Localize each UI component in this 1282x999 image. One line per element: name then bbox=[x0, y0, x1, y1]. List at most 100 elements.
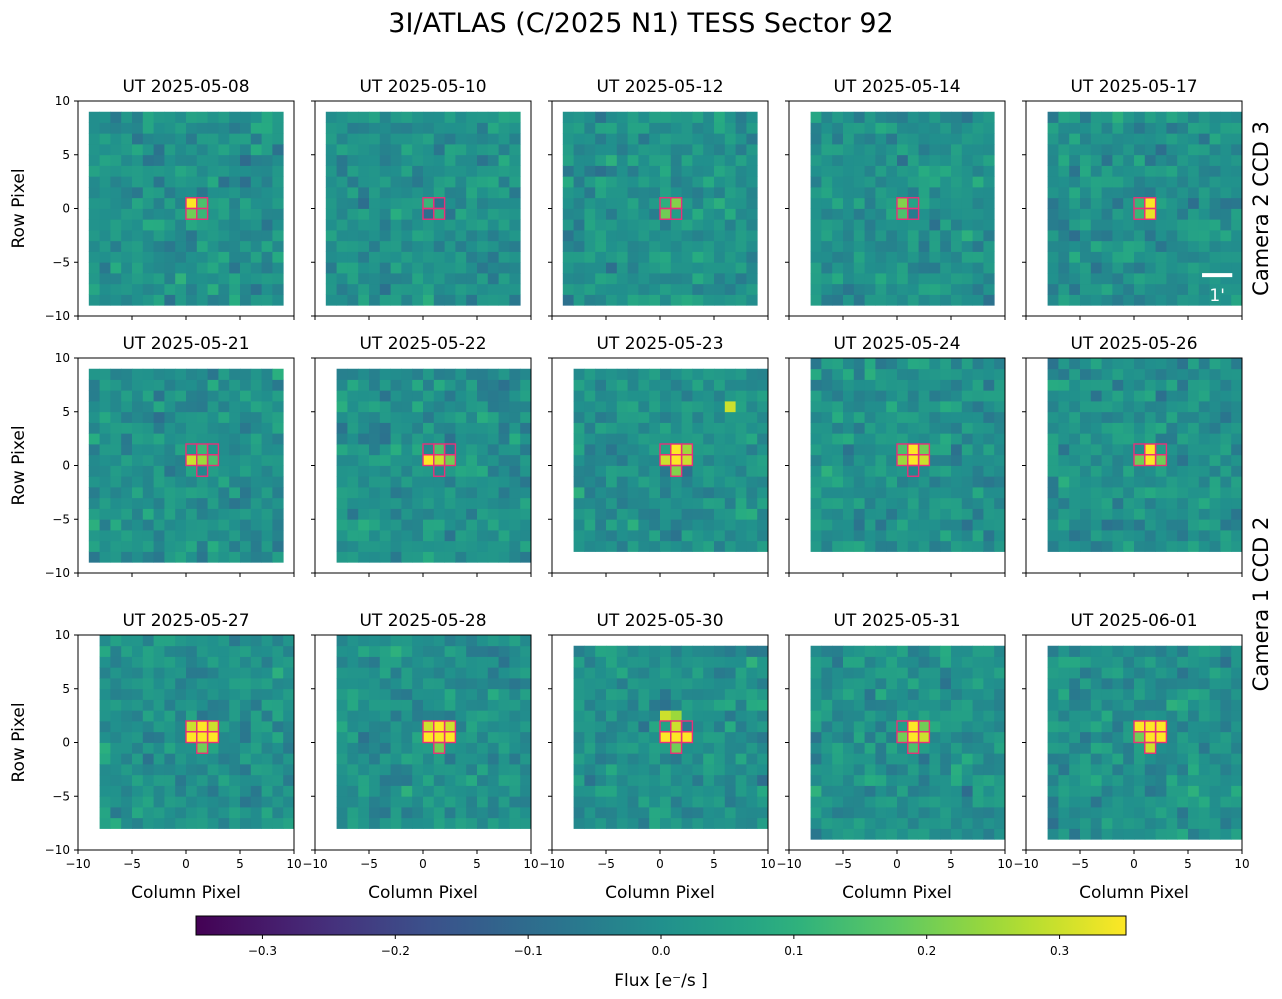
image-pixel bbox=[1134, 519, 1146, 531]
image-pixel bbox=[1123, 742, 1135, 754]
image-pixel bbox=[994, 774, 1006, 786]
image-pixel bbox=[1101, 796, 1113, 808]
image-pixel bbox=[875, 828, 887, 840]
image-pixel bbox=[207, 422, 219, 434]
image-pixel bbox=[907, 154, 919, 166]
image-pixel bbox=[660, 411, 672, 423]
image-pixel bbox=[336, 273, 348, 285]
image-pixel bbox=[972, 187, 984, 199]
image-pixel bbox=[229, 444, 241, 456]
image-pixel bbox=[110, 817, 122, 829]
image-pixel bbox=[250, 497, 262, 509]
image-pixel bbox=[972, 379, 984, 391]
image-pixel bbox=[724, 283, 736, 295]
scale-bar-label: 1' bbox=[1209, 286, 1225, 306]
image-pixel bbox=[423, 764, 435, 776]
image-pixel bbox=[1058, 530, 1070, 542]
image-pixel bbox=[1166, 283, 1178, 295]
image-pixel bbox=[1134, 774, 1146, 786]
image-pixel bbox=[250, 379, 262, 391]
image-pixel bbox=[1155, 240, 1167, 252]
image-pixel bbox=[466, 742, 478, 754]
image-pixel bbox=[1069, 111, 1081, 123]
image-pixel bbox=[175, 540, 187, 552]
image-pixel bbox=[325, 111, 337, 123]
image-pixel bbox=[121, 219, 133, 231]
image-pixel bbox=[1220, 133, 1232, 145]
image-pixel bbox=[853, 197, 865, 209]
image-pixel bbox=[584, 294, 596, 306]
image-pixel bbox=[250, 764, 262, 776]
image-pixel bbox=[724, 230, 736, 242]
image-pixel bbox=[1047, 111, 1059, 123]
image-pixel bbox=[88, 422, 100, 434]
image-pixel bbox=[1047, 411, 1059, 423]
image-pixel bbox=[638, 519, 650, 531]
image-pixel bbox=[1177, 294, 1189, 306]
image-pixel bbox=[358, 530, 370, 542]
image-pixel bbox=[477, 530, 489, 542]
image-pixel bbox=[994, 530, 1006, 542]
image-pixel bbox=[218, 753, 230, 765]
image-pixel bbox=[972, 444, 984, 456]
image-pixel bbox=[692, 401, 704, 413]
image-pixel bbox=[1220, 122, 1232, 134]
image-pixel bbox=[1144, 656, 1156, 668]
image-pixel bbox=[886, 454, 898, 466]
image-pixel bbox=[843, 251, 855, 263]
image-pixel bbox=[703, 678, 715, 690]
image-pixel bbox=[347, 817, 359, 829]
image-pixel bbox=[757, 785, 769, 797]
image-pixel bbox=[821, 796, 833, 808]
image-pixel bbox=[983, 454, 995, 466]
image-pixel bbox=[821, 688, 833, 700]
image-pixel bbox=[110, 807, 122, 819]
image-pixel bbox=[509, 219, 521, 231]
image-pixel bbox=[1112, 208, 1124, 220]
image-pixel bbox=[358, 817, 370, 829]
image-pixel bbox=[358, 742, 370, 754]
image-pixel bbox=[369, 807, 381, 819]
image-pixel bbox=[1144, 476, 1156, 488]
image-pixel bbox=[207, 540, 219, 552]
image-pixel bbox=[886, 283, 898, 295]
image-pixel bbox=[627, 454, 639, 466]
image-pixel bbox=[240, 497, 252, 509]
image-pixel bbox=[670, 154, 682, 166]
image-pixel bbox=[412, 817, 424, 829]
image-pixel bbox=[498, 465, 510, 477]
image-pixel bbox=[412, 111, 424, 123]
image-pixel bbox=[218, 197, 230, 209]
image-pixel bbox=[186, 240, 198, 252]
image-pixel bbox=[1144, 678, 1156, 690]
image-pixel bbox=[272, 208, 284, 220]
image-pixel bbox=[412, 444, 424, 456]
image-pixel bbox=[379, 667, 391, 679]
image-pixel bbox=[918, 508, 930, 520]
image-pixel bbox=[595, 187, 607, 199]
image-pixel bbox=[918, 390, 930, 402]
image-pixel bbox=[207, 530, 219, 542]
image-pixel bbox=[810, 197, 822, 209]
image-pixel bbox=[336, 283, 348, 295]
image-pixel bbox=[142, 530, 154, 542]
image-pixel bbox=[1166, 454, 1178, 466]
image-pixel bbox=[627, 294, 639, 306]
image-pixel bbox=[810, 699, 822, 711]
image-pixel bbox=[584, 508, 596, 520]
image-pixel bbox=[1090, 785, 1102, 797]
image-pixel bbox=[843, 187, 855, 199]
image-pixel bbox=[660, 774, 672, 786]
image-pixel bbox=[1134, 230, 1146, 242]
image-pixel bbox=[509, 497, 521, 509]
image-pixel bbox=[595, 465, 607, 477]
image-pixel bbox=[1144, 165, 1156, 177]
image-pixel bbox=[853, 688, 865, 700]
image-pixel bbox=[757, 454, 769, 466]
image-pixel bbox=[132, 688, 144, 700]
image-pixel bbox=[864, 122, 876, 134]
image-pixel bbox=[240, 635, 252, 647]
image-pixel bbox=[153, 476, 165, 488]
image-pixel bbox=[477, 122, 489, 134]
